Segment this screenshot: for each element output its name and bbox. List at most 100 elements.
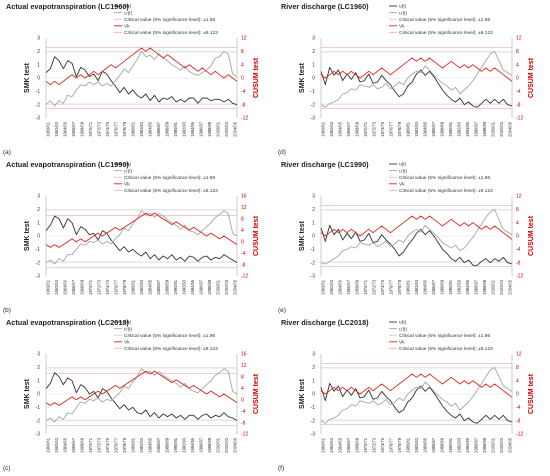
x-tick-label: 1996/97 <box>474 437 479 453</box>
x-tick-label: 1996/97 <box>474 279 479 295</box>
y-tick-label: -1 <box>36 247 41 253</box>
x-tick-label: 1988/89 <box>440 279 445 295</box>
y2-axis-title: CUSUM test <box>528 373 535 414</box>
x-tick-label: 1982/83 <box>139 437 144 453</box>
x-tick-label: 1974/75 <box>380 121 385 137</box>
series-line-vk <box>320 215 513 240</box>
y2-axis-title: CUSUM test <box>253 373 260 414</box>
legend-label-vk: Vk <box>124 340 130 346</box>
x-tick-label: 1984/85 <box>148 437 153 453</box>
y-tick-label: 1 <box>37 378 40 384</box>
x-tick-label: 1966/67 <box>346 437 351 453</box>
series-line-vk <box>320 373 513 398</box>
x-tick-label: 1974/75 <box>380 279 385 295</box>
y-tick-label: -2 <box>36 260 41 266</box>
x-tick-label: 1972/73 <box>97 279 102 295</box>
x-tick-label: 1980/81 <box>131 121 136 137</box>
x-tick-label: 1966/67 <box>346 121 351 137</box>
x-tick-label: 2004/05 <box>508 437 513 453</box>
panel-a: Actual evapotranspiration (LC1960) u(t) u'… <box>0 0 275 158</box>
x-tick-label: 1974/75 <box>105 437 110 453</box>
y2-tick-label: 12 <box>516 194 522 200</box>
y2-tick-label: 0 <box>516 234 519 240</box>
x-tick-label: 1964/65 <box>338 121 343 137</box>
x-tick-label: 1994/95 <box>190 121 195 137</box>
x-tick-label: 1984/85 <box>423 279 428 295</box>
x-tick-label: 1970/71 <box>88 121 93 137</box>
panel-title: River discharge (LC2018) <box>281 318 369 327</box>
y2-tick-label: -4 <box>241 409 246 415</box>
y-tick-label: 0 <box>312 76 315 82</box>
y2-tick-label: -4 <box>241 89 246 95</box>
legend-label-u: u(t) <box>124 162 132 168</box>
x-tick-label: 2004/05 <box>508 121 513 137</box>
y2-tick-label: 4 <box>516 378 519 384</box>
panel-letter: (b) <box>3 307 11 314</box>
y2-tick-label: 16 <box>241 194 247 200</box>
x-tick-label: 1980/81 <box>406 121 411 137</box>
y-tick-label: 3 <box>312 36 315 42</box>
y2-tick-label: -8 <box>516 418 521 424</box>
legend-label-vk: Vk <box>399 340 405 346</box>
x-tick-label: 1968/69 <box>355 437 360 453</box>
series-line-u-prime <box>320 50 513 108</box>
x-tick-label: 1982/83 <box>414 121 419 137</box>
x-tick-label: 1978/79 <box>397 121 402 137</box>
y2-tick-label: -12 <box>241 116 248 122</box>
series-line-u-prime <box>45 368 238 423</box>
y-tick-label: -3 <box>36 274 41 280</box>
legend-label-u-prime: u'(t) <box>399 326 408 332</box>
y2-tick-label: -12 <box>516 116 523 122</box>
x-tick-label: 1992/93 <box>182 121 187 137</box>
legend-label-vk: Vk <box>399 24 405 30</box>
y-tick-label: 2 <box>312 365 315 371</box>
y-axis-title: SMK test <box>24 378 31 409</box>
x-tick-label: 1988/89 <box>440 121 445 137</box>
y2-tick-label: 16 <box>241 352 247 358</box>
x-tick-label: 1990/91 <box>173 279 178 295</box>
series-line-u <box>320 224 513 266</box>
y2-tick-label: 12 <box>516 36 522 42</box>
legend-label-u: u(t) <box>399 4 407 10</box>
y-tick-label: -2 <box>36 418 41 424</box>
x-tick-label: 1982/83 <box>414 437 419 453</box>
y-tick-label: -2 <box>311 102 316 108</box>
y-tick-label: -3 <box>311 274 316 280</box>
panel-letter: (f) <box>278 465 284 472</box>
x-tick-label: 1986/87 <box>431 437 436 453</box>
x-tick-label: 1960/61 <box>46 437 51 453</box>
x-tick-label: 2002/03 <box>499 279 504 295</box>
y2-tick-label: 0 <box>516 76 519 82</box>
x-tick-label: 1972/73 <box>97 121 102 137</box>
x-tick-label: 1996/97 <box>199 121 204 137</box>
chart-svg-b: Actual evapotranspiration (LC1990)u(t)u'… <box>3 160 260 314</box>
x-tick-label: 1988/89 <box>165 437 170 453</box>
legend-label-critical-cusum: Critical value (5% significance level): … <box>399 188 493 194</box>
legend-label-critical-smk: Critical value (5% significance level): … <box>399 175 490 181</box>
x-tick-label: 1964/65 <box>338 279 343 295</box>
y2-tick-label: -8 <box>516 260 521 266</box>
x-tick-label: 1962/63 <box>329 437 334 453</box>
x-tick-label: 1994/95 <box>190 437 195 453</box>
panel-letter: (d) <box>278 149 286 156</box>
y2-axis-title: CUSUM test <box>528 57 535 98</box>
x-tick-label: 1962/63 <box>54 279 59 295</box>
x-tick-label: 1972/73 <box>372 121 377 137</box>
y-axis-title: SMK test <box>299 378 306 409</box>
x-tick-label: 1976/77 <box>389 121 394 137</box>
x-tick-label: 1984/85 <box>423 121 428 137</box>
x-tick-label: 1960/61 <box>46 121 51 137</box>
legend-label-u: u(t) <box>124 320 132 326</box>
legend-label-u-prime: u'(t) <box>124 10 133 16</box>
legend-label-u: u(t) <box>399 320 407 326</box>
x-tick-label: 2002/03 <box>499 437 504 453</box>
x-tick-label: 1992/93 <box>182 437 187 453</box>
x-tick-label: 1990/91 <box>448 279 453 295</box>
chart-svg-f: River discharge (LC2018) u(t)u'(t)Critica… <box>278 318 535 472</box>
y2-tick-label: 12 <box>516 352 522 358</box>
panel-d: River discharge (LC1960) u(t) u'(t) Critica… <box>275 0 550 158</box>
y-axis-title: SMK test <box>24 62 31 93</box>
panel-title: Actual evapotranspiration (LC1960) <box>6 2 129 11</box>
y-tick-label: 1 <box>37 220 40 226</box>
series-line-vk <box>45 370 238 406</box>
